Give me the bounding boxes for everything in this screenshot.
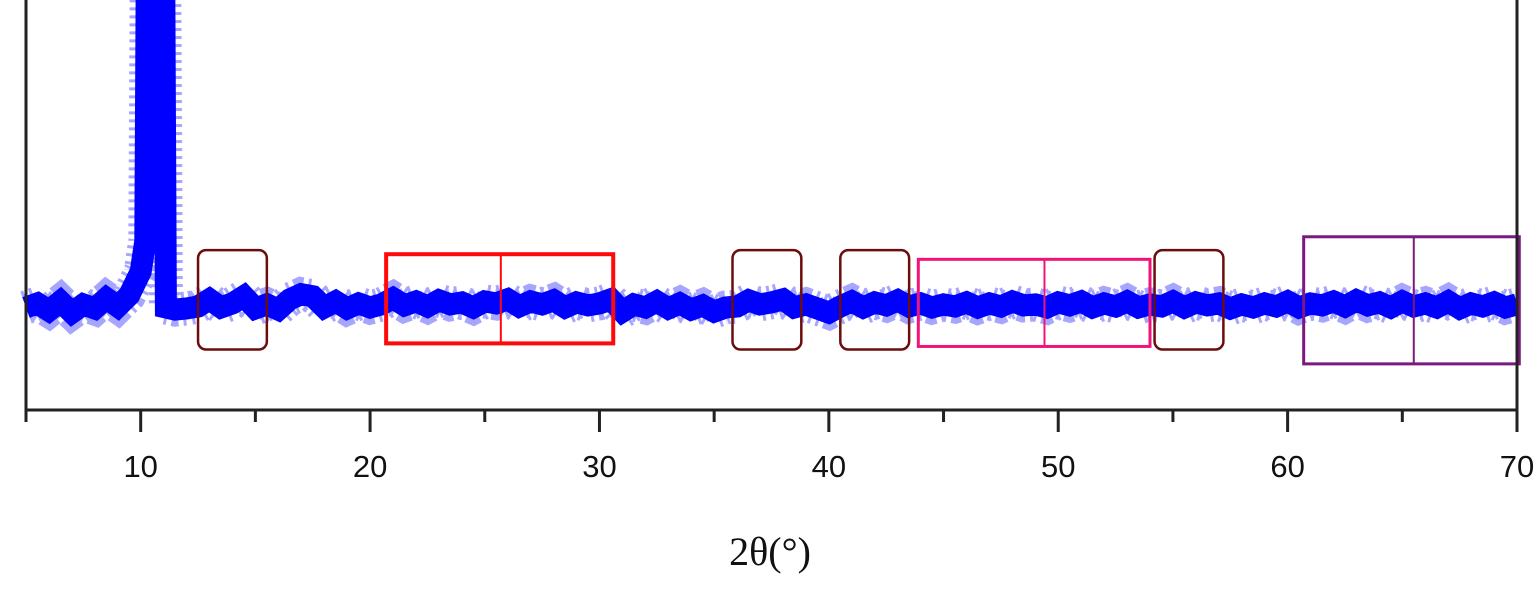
x-tick-label: 10 [123, 449, 157, 484]
x-tick-label: 50 [1041, 449, 1075, 484]
x-axis-title: 2θ(°) [729, 529, 811, 574]
series-layer [20, 0, 1522, 335]
axes [24, 0, 1519, 432]
highlight-box-0 [196, 248, 269, 351]
series-line-0 [22, 0, 1520, 327]
highlight-box-1 [384, 252, 616, 346]
x-tick-label: 40 [812, 449, 846, 484]
annotation-layer [196, 235, 1521, 366]
x-tick-label: 20 [353, 449, 387, 484]
x-tick-label: 70 [1500, 449, 1534, 484]
highlight-box-5 [1153, 248, 1225, 351]
highlight-box-2 [731, 248, 803, 351]
highlight-box-3 [839, 248, 911, 351]
highlight-box-6 [1302, 235, 1521, 366]
series-noise-0 [20, 0, 1522, 335]
x-tick-labels: 10 20 30 40 50 60 70 [123, 449, 1534, 484]
highlight-box-4 [916, 257, 1152, 348]
x-tick-label: 60 [1270, 449, 1304, 484]
x-tick-label: 30 [582, 449, 616, 484]
